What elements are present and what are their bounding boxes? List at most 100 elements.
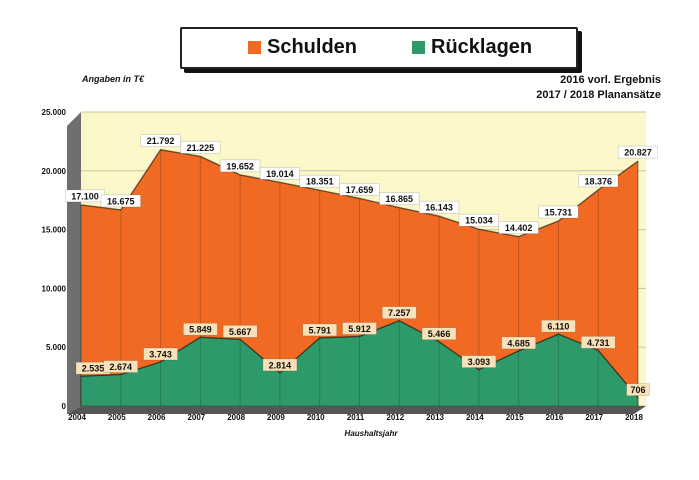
reserves-data-label: 3.093 (461, 355, 497, 368)
reserves-data-label: 3.743 (143, 347, 178, 361)
x-tick-label: 2012 (386, 413, 404, 422)
debt-data-label: 16.675 (100, 194, 141, 208)
reserves-data-label-bg (501, 336, 536, 350)
reserves-data-label: 5.667 (222, 325, 258, 338)
legend-swatch-reserves (412, 41, 425, 54)
debt-data-label-text: 17.100 (71, 191, 99, 201)
debt-data-label: 19.652 (220, 159, 261, 173)
reserves-data-label-text: 4.731 (587, 338, 610, 348)
reserves-area (80, 320, 639, 407)
gridlines-group (81, 111, 646, 407)
debt-data-label-bg (259, 167, 300, 180)
debt-data-label-text: 21.225 (187, 143, 215, 153)
reserves-data-label-bg (75, 361, 111, 375)
debt-data-label-text: 18.376 (584, 176, 612, 186)
legend-label-debt: Schulden (267, 36, 358, 58)
chart-floor (67, 406, 646, 414)
reserves-data-label-bg (382, 306, 417, 319)
reserves-data-label-text: 5.466 (428, 329, 451, 339)
debt-data-label: 21.792 (140, 134, 181, 147)
debt-area-group (80, 148, 639, 407)
reserves-data-label-bg (626, 383, 650, 396)
debt-data-label: 17.100 (64, 189, 106, 203)
reserves-data-label-bg (222, 325, 258, 338)
debt-data-label-text: 20.827 (624, 148, 652, 158)
reserves-data-label-bg (143, 347, 178, 361)
debt-data-label: 14.402 (498, 221, 539, 234)
reserves-data-label-bg (103, 360, 139, 373)
axes-group: 0 5.000 10.000 15.000 20.000 25.000 2004 2005 20… (42, 108, 646, 422)
data-labels-group: 17.100 16.675 21.792 21.225 19.652 19.014 18.3… (64, 134, 659, 396)
legend-item-reserves: Rücklagen (412, 36, 532, 59)
reserves-data-label-text: 5.791 (308, 325, 331, 335)
debt-data-label-bg (339, 183, 380, 196)
reserves-data-label: 2.535 (75, 361, 111, 375)
debt-data-label-text: 18.351 (306, 177, 334, 187)
debt-data-label: 19.014 (259, 167, 300, 180)
debt-data-label-text: 16.865 (386, 194, 414, 204)
reserves-data-label-bg (342, 322, 377, 335)
debt-data-label-bg (64, 189, 106, 203)
debt-data-label-bg (220, 159, 261, 173)
debt-data-label: 15.034 (458, 213, 499, 227)
debt-area (80, 149, 639, 407)
chart-side-wall (67, 112, 81, 414)
reserves-data-label-text: 706 (630, 385, 645, 395)
debt-data-label-text: 16.675 (107, 196, 135, 206)
debt-data-label-text: 14.402 (505, 223, 533, 233)
debt-data-label-bg (180, 141, 221, 154)
debt-data-label: 20.827 (617, 145, 659, 159)
x-axis-title: Haushaltsjahr (345, 429, 399, 438)
reserves-data-label: 7.257 (382, 306, 417, 319)
chart-backdrop (81, 112, 646, 406)
x-tick-label: 2016 (546, 413, 564, 422)
debt-data-label-bg (140, 134, 181, 147)
x-tick-label: 2017 (585, 413, 603, 422)
x-tick-label: 2005 (108, 413, 126, 422)
reserves-data-label: 2.674 (103, 360, 139, 373)
reserves-area-group (80, 319, 639, 407)
x-tick-label: 2018 (625, 413, 643, 422)
note-line-1: 2016 vorl. Ergebnis (560, 74, 661, 86)
debt-data-label-bg (498, 221, 539, 234)
debt-data-label-text: 21.792 (147, 136, 175, 146)
debt-data-label-bg (617, 145, 659, 159)
legend-swatch-debt (248, 41, 261, 54)
debt-data-label: 16.865 (379, 192, 420, 205)
reserves-data-label-text: 4.685 (507, 338, 530, 348)
reserves-data-label-text: 5.667 (229, 327, 252, 337)
legend-item-debt: Schulden (248, 36, 357, 59)
x-tick-label: 2004 (68, 413, 86, 422)
x-tick-label: 2006 (148, 413, 166, 422)
reserves-data-label-text: 5.849 (189, 325, 212, 335)
x-tick-label: 2008 (227, 413, 245, 422)
reserves-data-label-text: 2.535 (82, 364, 105, 374)
x-tick-label: 2009 (267, 413, 285, 422)
reserves-data-label-bg (262, 358, 298, 372)
y-tick-label: 15.000 (42, 226, 67, 235)
reserves-data-label-bg (421, 327, 457, 340)
reserves-data-label: 5.791 (302, 323, 337, 337)
debt-data-label: 21.225 (180, 141, 221, 154)
reserves-data-label-text: 5.912 (348, 324, 371, 334)
debt-data-label: 17.659 (339, 183, 380, 196)
chart-backdrop-group (67, 112, 646, 414)
y-tick-label: 25.000 (42, 108, 67, 117)
reserves-data-label-bg (302, 323, 337, 337)
debt-data-label-bg (299, 174, 340, 188)
y-tick-label: 20.000 (42, 167, 67, 176)
reserves-data-label-text: 7.257 (388, 308, 411, 318)
legend-label-reserves: Rücklagen (431, 36, 533, 58)
debt-data-label: 15.731 (538, 205, 579, 219)
x-tick-label: 2010 (307, 413, 325, 422)
debt-area-ridge (80, 148, 639, 238)
reserves-data-label-text: 3.743 (149, 349, 172, 359)
legend: Schulden Rücklagen (180, 27, 578, 69)
reserves-data-label-text: 6.110 (547, 322, 569, 332)
reserves-data-label: 5.912 (342, 322, 377, 335)
debt-data-label-bg (458, 213, 499, 227)
reserves-data-label-bg (461, 355, 497, 368)
debt-data-label-bg (538, 205, 579, 219)
reserves-data-label: 6.110 (541, 319, 576, 333)
